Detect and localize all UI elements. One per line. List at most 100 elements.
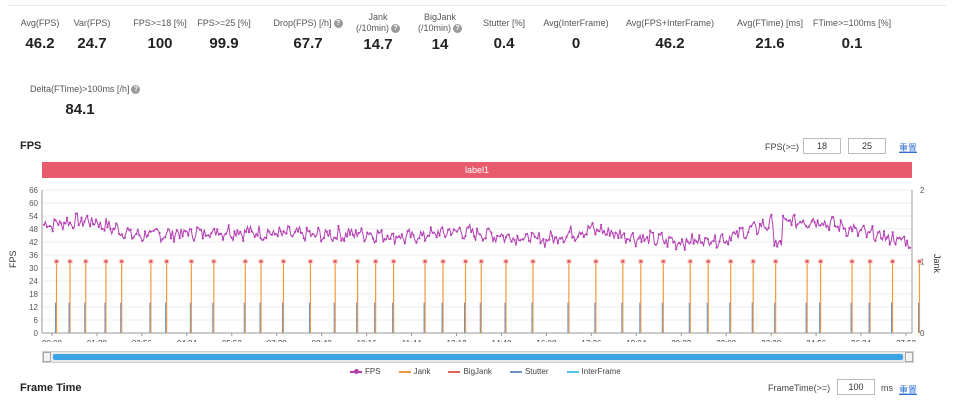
fps-point	[322, 237, 326, 240]
fps-point	[628, 239, 632, 242]
stat-label-text: FTime>=100ms [%]	[812, 18, 892, 28]
help-icon[interactable]: ?	[453, 24, 462, 34]
fps-point	[282, 230, 285, 233]
fps-point	[594, 233, 597, 236]
y-tick-label: 0	[34, 329, 39, 338]
fps-point	[747, 231, 750, 234]
fps-point	[325, 230, 328, 233]
fps-point	[204, 234, 207, 237]
fps-point	[94, 218, 98, 221]
fps-point	[106, 226, 109, 229]
fps-point	[738, 226, 741, 230]
scrollbar-left-handle[interactable]	[43, 352, 51, 362]
legend-item-jank[interactable]: Jank	[398, 367, 430, 376]
stat-0: Avg(FPS) 46.2	[0, 18, 90, 52]
y-tick-label: 30	[29, 264, 38, 273]
fps-point	[285, 232, 288, 235]
fps-point	[559, 237, 562, 240]
fps-series-line	[43, 212, 911, 250]
x-tick-label: 08:48	[312, 339, 333, 342]
fps-point	[519, 239, 522, 242]
fps-point	[395, 235, 398, 238]
fps-point	[784, 218, 788, 221]
fps-threshold-low-input[interactable]: 18	[803, 138, 841, 154]
label-bar[interactable]: label1	[42, 162, 912, 178]
fps-point	[461, 236, 464, 240]
fps-point	[63, 221, 66, 224]
fps-point	[193, 239, 196, 242]
fps-threshold-high-input[interactable]: 25	[848, 138, 886, 154]
jank-marker	[392, 259, 396, 264]
fps-point	[86, 214, 89, 217]
x-tick-label: 27:52	[896, 339, 917, 342]
help-icon[interactable]: ?	[391, 24, 400, 34]
help-icon[interactable]: ?	[131, 85, 141, 95]
fps-point	[161, 238, 164, 241]
scrollbar-right-handle[interactable]	[905, 352, 913, 362]
fps-point	[718, 240, 721, 243]
fps-point	[842, 227, 845, 230]
timeline-scrollbar[interactable]	[42, 351, 914, 363]
legend-item-fps[interactable]: FPS	[350, 367, 381, 376]
stat-value: 0.1	[841, 35, 863, 52]
fps-point	[833, 225, 837, 228]
fps-point	[906, 239, 909, 242]
fps-point	[724, 241, 727, 244]
fps-point	[761, 218, 764, 221]
fps-point	[871, 225, 874, 228]
fps-point	[302, 237, 305, 240]
stat-label-text: Drop(FPS) [/h]	[273, 18, 332, 28]
stat-label: Avg(FPS)	[0, 18, 90, 29]
fps-point	[741, 226, 744, 229]
stat-10: Avg(FTime) [ms] 21.6	[720, 18, 820, 52]
frametime-reset-link[interactable]: 重置	[899, 385, 918, 395]
stat-label: FPS>=25 [%]	[174, 18, 274, 29]
legend-item-bigjank[interactable]: BigJank	[448, 367, 492, 376]
fps-point	[582, 235, 585, 239]
y-tick-label: 54	[29, 212, 38, 221]
fps-point	[499, 235, 502, 238]
stat-value: 24.7	[77, 35, 107, 52]
jank-marker	[774, 259, 778, 264]
stat-label-line2: (/10min)?	[390, 23, 490, 34]
fps-point	[45, 225, 49, 228]
stat-label-text: FPS>=18 [%]	[133, 18, 187, 28]
fps-point	[620, 236, 623, 239]
fps-point	[423, 239, 427, 242]
legend-item-stutter[interactable]: Stutter	[509, 367, 549, 376]
fps-point	[60, 222, 63, 225]
fps-point	[490, 231, 493, 234]
y-tick-label: 12	[29, 303, 38, 312]
stat-label: Avg(FTime) [ms]	[720, 18, 820, 29]
fps-point	[877, 231, 880, 234]
fps-point	[894, 243, 897, 246]
frametime-threshold-input[interactable]: 100	[837, 379, 875, 395]
fps-point	[851, 230, 854, 233]
fps-point	[831, 216, 834, 219]
fps-point	[444, 235, 447, 239]
fps-point	[640, 240, 643, 244]
fps-point	[164, 236, 167, 239]
stat-11: FTime>=100ms [%] 0.1	[802, 18, 902, 52]
y2-tick-label: 0	[920, 329, 925, 338]
jank-marker	[567, 259, 571, 264]
stat-value: 84.1	[65, 101, 95, 118]
stat-label-text: Avg(FTime) [ms]	[736, 18, 803, 28]
x-tick-label: 13:12	[447, 339, 468, 342]
fps-point	[184, 230, 187, 233]
legend-item-interframe[interactable]: InterFrame	[566, 367, 621, 376]
fps-point	[551, 234, 554, 237]
scrollbar-range[interactable]	[53, 354, 903, 360]
stat-value: 0	[571, 35, 581, 52]
jank-marker	[259, 259, 263, 264]
fps-reset-link[interactable]: 重置	[899, 143, 918, 153]
fps-point	[219, 232, 222, 235]
fps-point	[245, 230, 248, 233]
fps-point	[807, 225, 811, 228]
fps-point	[548, 238, 551, 241]
help-icon[interactable]: ?	[333, 19, 343, 29]
fps-point	[735, 230, 738, 233]
fps-point	[135, 232, 138, 236]
fps-point	[288, 225, 291, 229]
